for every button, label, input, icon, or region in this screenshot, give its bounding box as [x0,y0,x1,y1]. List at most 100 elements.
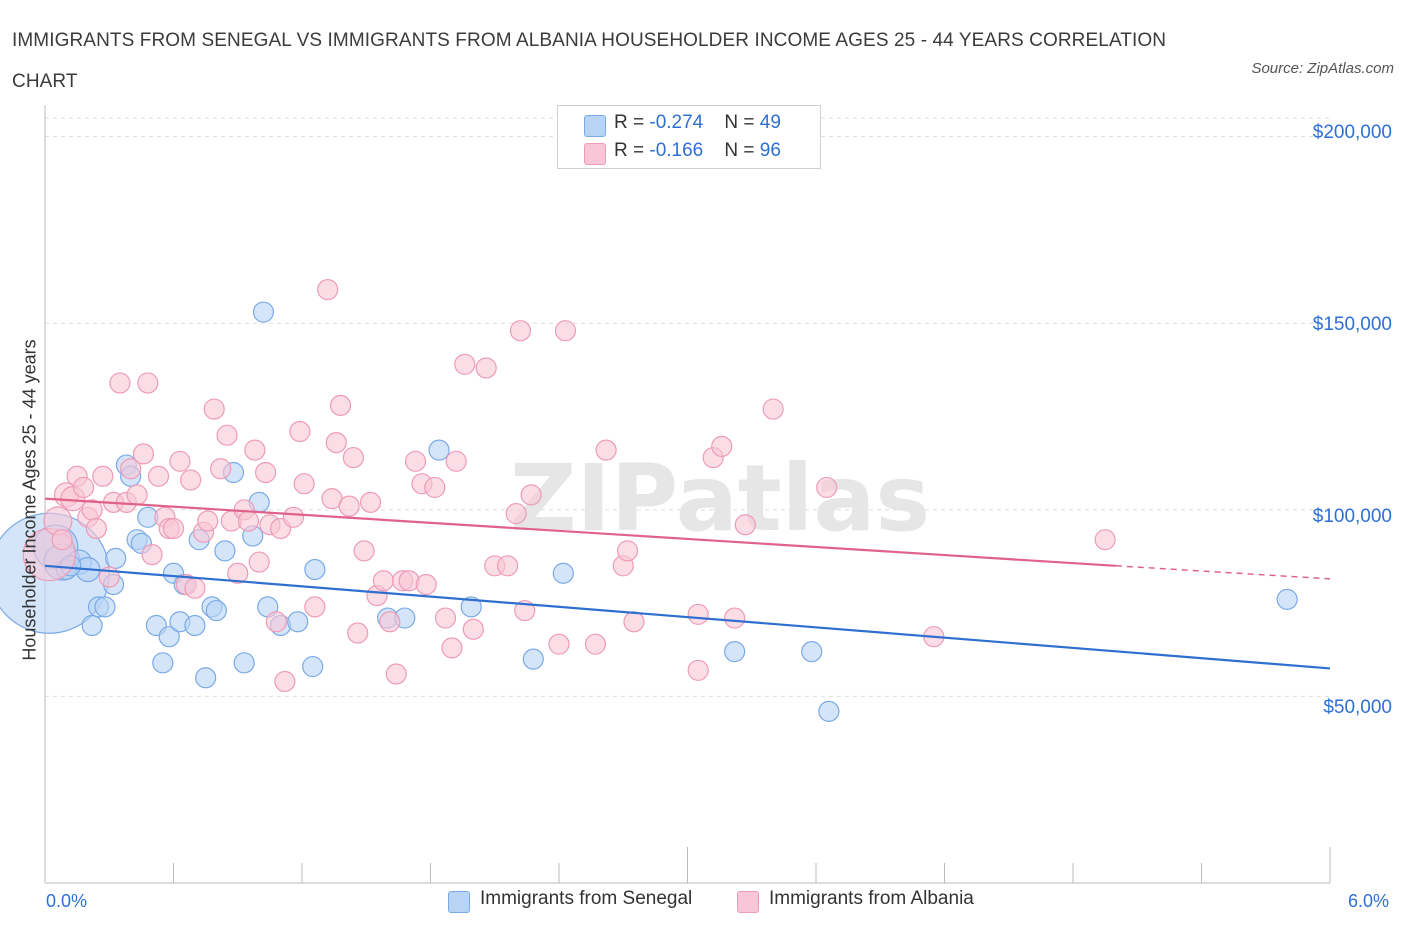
data-point-albania [342,446,364,469]
data-point-senegal [184,614,206,637]
data-point-albania [595,439,617,461]
series-name-albania: Immigrants from Albania [769,888,974,909]
data-point-albania [424,476,446,499]
data-point-albania [293,473,315,495]
data-point-albania [132,443,155,465]
data-point-albania [274,670,296,693]
data-point-albania [711,435,733,457]
trend-line-albania [44,497,1116,567]
data-point-albania [227,562,249,584]
correlation-legend: R = -0.274 N = 49 R = -0.166 N = 96 [557,105,821,169]
data-point-albania [359,491,382,513]
data-point-albania [372,570,394,592]
data-point-albania [687,659,709,681]
x-tick-label-min: 0.0% [46,891,88,911]
data-point-albania [85,517,108,540]
chart-title: IMMIGRANTS FROM SENEGAL VS IMMIGRANTS FR… [12,30,1167,92]
data-point-albania [282,506,305,528]
data-point-albania [329,394,352,416]
source-label: Source: ZipAtlas.com [1251,60,1394,77]
data-point-senegal [81,614,103,637]
data-point-albania [616,540,639,562]
data-point-albania [404,450,427,472]
data-point-albania [520,484,542,506]
x-tick-label-max: 6.0% [1348,891,1390,911]
data-point-albania [92,465,114,487]
legend-r-value: -0.166 [649,140,704,161]
data-point-senegal [158,626,180,648]
data-point-albania [210,458,232,480]
data-point-albania [338,495,360,517]
data-point-albania [379,611,401,633]
data-point-albania [816,476,838,499]
data-point-senegal [552,562,574,584]
data-point-albania [254,461,277,484]
data-point-albania [51,529,73,551]
gridlines [45,117,1330,697]
data-point-albania [762,398,784,420]
legend-r-label: R = [614,140,650,161]
data-point-albania [72,476,95,499]
data-point-albania [203,398,225,420]
data-point-albania [441,637,463,659]
legend-n-value: 49 [759,112,781,133]
data-point-albania [398,570,420,592]
y-tick-label: $100,000 [1312,506,1392,527]
data-point-albania [554,320,577,342]
legend-n-value: 96 [759,140,781,161]
series-name-senegal: Immigrants from Senegal [480,888,693,909]
data-point-albania [505,502,527,525]
data-point-albania [169,450,191,472]
data-point-albania [126,484,148,506]
data-point-albania [265,611,287,633]
data-point-albania [137,372,159,394]
trend-lines [44,497,1331,670]
data-point-albania [147,465,170,487]
data-point-senegal [94,596,116,618]
legend-swatch-albania [737,891,759,913]
data-point-albania [317,279,339,301]
data-point-senegal [214,540,236,562]
data-point-senegal [252,301,275,323]
data-point-albania [216,424,238,446]
data-point-senegal [1276,588,1298,610]
data-point-senegal [460,596,482,618]
data-point-senegal [304,558,326,581]
data-point-albania [724,607,746,629]
data-point-albania [180,469,202,491]
data-point-albania [415,573,437,596]
data-point-albania [162,517,185,540]
data-point-albania [237,510,260,532]
data-point-albania [1094,529,1116,551]
data-point-albania [385,663,407,685]
y-tick-label: $150,000 [1312,314,1392,335]
y-axis-title: Householder Income Ages 25 - 44 years [19,339,40,661]
data-point-albania [289,420,311,443]
data-point-albania [687,603,709,625]
data-point-albania [109,372,131,394]
data-point-senegal [287,611,309,633]
legend-n-label: N = [724,112,760,133]
data-point-albania [734,514,756,536]
legend-swatch-senegal [448,891,470,913]
legend-n-label: N = [724,140,760,161]
data-point-albania [184,577,206,599]
data-point-albania [347,622,369,644]
legend-swatch-albania [584,143,606,165]
axes [44,105,1331,884]
legend-swatch-senegal [584,115,606,137]
data-point-senegal [724,641,746,663]
data-point-albania [548,633,570,655]
data-point-albania [248,551,270,573]
data-point-albania [304,596,326,618]
data-point-albania [475,357,497,379]
legend-r-value: -0.274 [649,112,704,133]
data-point-senegal [105,547,127,569]
data-point-senegal [302,655,324,678]
data-point-albania [120,458,142,480]
data-point-albania [454,353,476,375]
data-point-senegal [801,641,823,663]
data-point-albania [325,432,347,454]
data-point-albania [141,544,163,566]
data-point-albania [244,439,266,461]
